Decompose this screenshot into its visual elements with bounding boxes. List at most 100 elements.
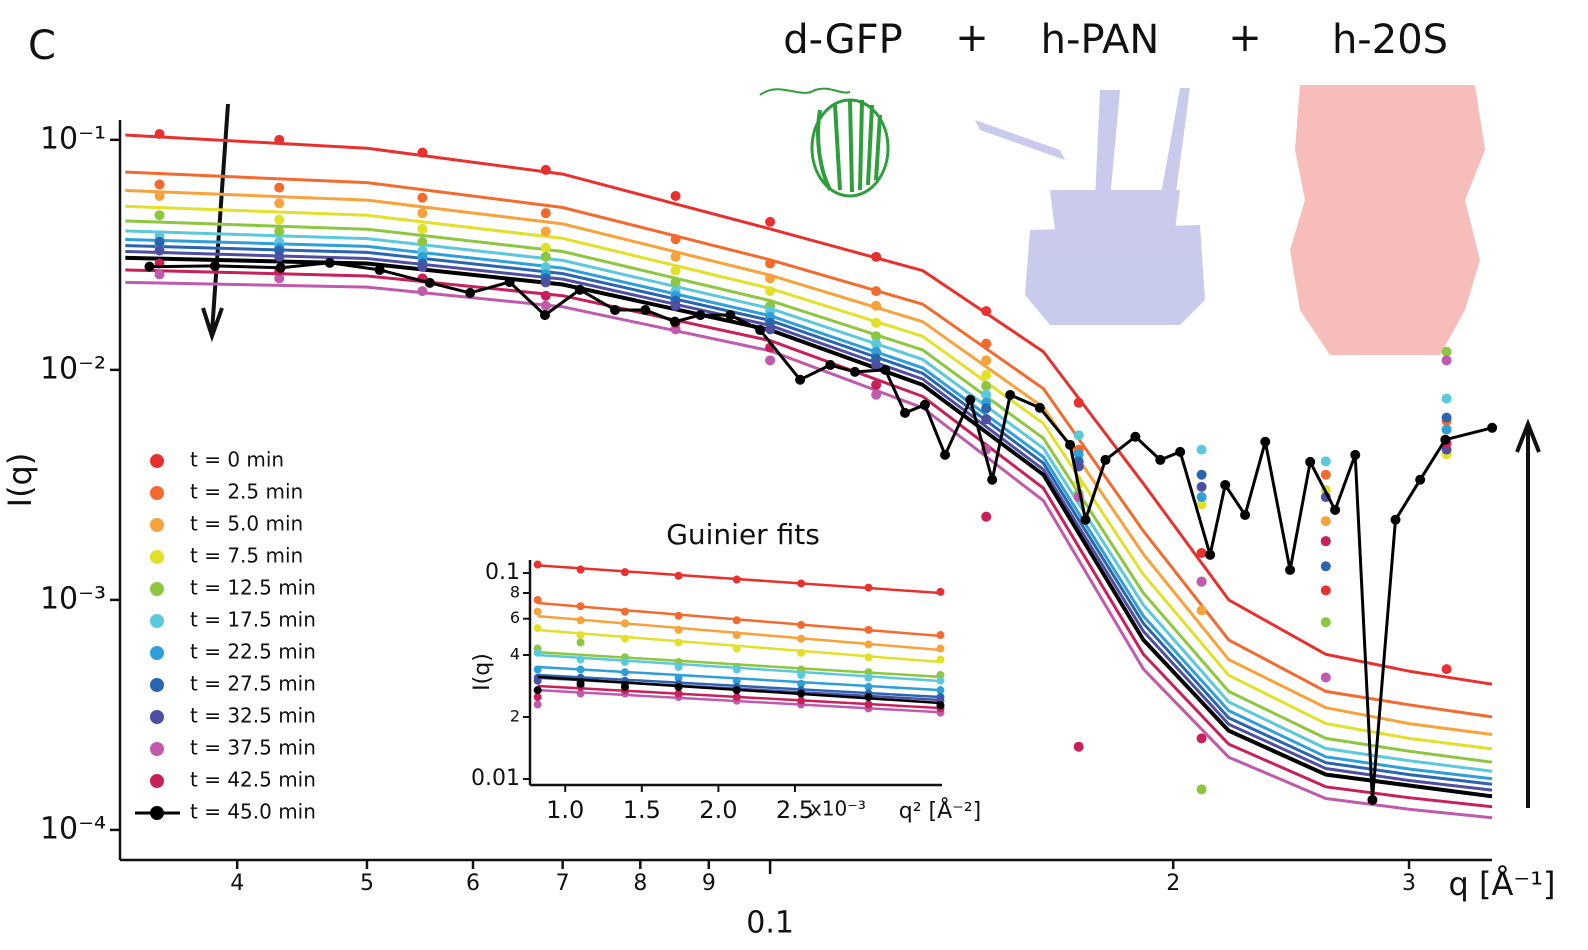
inset-data-point: [577, 616, 585, 624]
inset-data-point: [936, 701, 944, 709]
x-tick-label: 5: [360, 871, 374, 896]
pan-structure: [975, 88, 1205, 325]
data-point: [274, 135, 284, 145]
fit-line: [125, 135, 1492, 684]
data-point: [900, 408, 910, 418]
data-point: [575, 285, 585, 295]
gfp-structure: [760, 89, 888, 196]
inset-data-point: [733, 616, 741, 624]
data-point: [541, 277, 551, 287]
data-point: [940, 450, 950, 460]
data-point: [1367, 795, 1377, 805]
legend-label: t = 7.5 min: [190, 544, 303, 568]
data-point: [425, 278, 435, 288]
data-point: [725, 310, 735, 320]
inset-data-point: [936, 686, 944, 694]
x-tick-label: 8: [633, 871, 647, 896]
data-point: [1350, 450, 1360, 460]
legend-label: t = 12.5 min: [190, 576, 316, 600]
data-point: [1321, 585, 1331, 595]
data-point: [1442, 394, 1452, 404]
data-point: [155, 269, 165, 279]
data-point: [417, 224, 427, 234]
inset-data-point: [621, 635, 629, 643]
data-point: [1442, 413, 1452, 423]
inset-data-point: [675, 663, 683, 671]
data-point: [1197, 445, 1207, 455]
data-point: [1487, 423, 1497, 433]
data-point: [965, 395, 975, 405]
data-point: [640, 305, 650, 315]
inset-data-point: [534, 666, 542, 674]
annotation: +: [955, 15, 989, 61]
inset-data-point: [797, 697, 805, 705]
legend-label: t = 22.5 min: [190, 640, 316, 664]
legend-marker: [150, 486, 164, 500]
data-point: [765, 286, 775, 296]
data-point: [417, 237, 427, 247]
data-point: [1442, 355, 1452, 365]
data-point: [1130, 432, 1140, 442]
legend-label: t = 17.5 min: [190, 608, 316, 632]
inset-data-point: [534, 596, 542, 604]
data-point: [981, 339, 991, 349]
data-point: [1074, 430, 1084, 440]
inset-data-point: [864, 674, 872, 682]
legend-marker: [150, 742, 164, 756]
x-tick-label: 2: [1166, 871, 1180, 896]
data-point: [981, 355, 991, 365]
inset-y-tick-label: 0.01: [471, 766, 520, 791]
inset-y-tick-label: 2: [510, 706, 520, 725]
inset-data-point: [936, 631, 944, 639]
inset-data-point: [534, 624, 542, 632]
x-tick-label: 4: [230, 871, 244, 896]
data-point: [765, 273, 775, 283]
data-point: [155, 237, 165, 247]
data-point: [541, 252, 551, 262]
data-point: [670, 317, 680, 327]
inset-data-point: [577, 602, 585, 610]
data-point: [987, 475, 997, 485]
data-point: [1240, 510, 1250, 520]
data-point: [880, 365, 890, 375]
data-point: [505, 277, 515, 287]
data-point: [1321, 470, 1331, 480]
data-point: [155, 246, 165, 256]
data-point: [210, 261, 220, 271]
data-point: [671, 301, 681, 311]
data-point: [541, 226, 551, 236]
data-point: [1197, 605, 1207, 615]
data-point: [1442, 664, 1452, 674]
data-point: [610, 305, 620, 315]
inset-data-point: [577, 666, 585, 674]
inset-x-multiplier: x10⁻³: [810, 797, 866, 821]
data-point: [850, 367, 860, 377]
data-point: [1100, 455, 1110, 465]
inset-data-point: [621, 568, 629, 576]
data-point: [417, 193, 427, 203]
inset-x-tick-label: 2.0: [699, 796, 737, 824]
fit-line: [125, 172, 1492, 717]
data-point: [1285, 565, 1295, 575]
data-point: [417, 208, 427, 218]
data-point: [671, 234, 681, 244]
data-point: [541, 291, 551, 301]
data-point: [1321, 672, 1331, 682]
inset-data-point: [733, 576, 741, 584]
data-point: [871, 390, 881, 400]
legend-marker: [150, 678, 164, 692]
annotation: h-20S: [1332, 17, 1448, 63]
data-point: [155, 191, 165, 201]
legend-label: t = 5.0 min: [190, 512, 303, 536]
inset-data-point: [864, 584, 872, 592]
data-point: [1321, 561, 1331, 571]
inset-data-point: [675, 572, 683, 580]
annotation: h-PAN: [1041, 17, 1160, 63]
data-point: [871, 301, 881, 311]
annotation: +: [1228, 15, 1262, 61]
inset-data-point: [733, 666, 741, 674]
data-point: [765, 355, 775, 365]
inset-data-point: [797, 635, 805, 643]
data-point: [1035, 403, 1045, 413]
data-point: [1197, 577, 1207, 587]
